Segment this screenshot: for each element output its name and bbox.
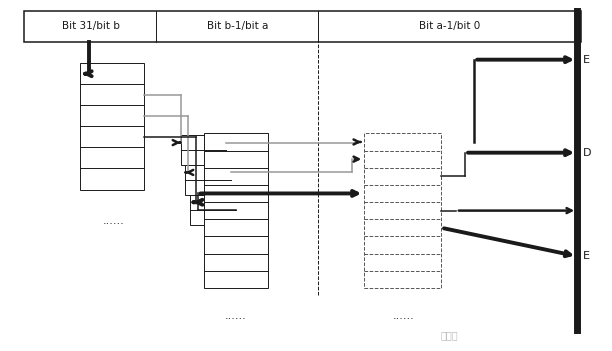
Bar <box>24 11 581 42</box>
Bar <box>80 63 144 190</box>
Text: Bit a-1/bit 0: Bit a-1/bit 0 <box>419 21 480 31</box>
Text: Bit b-1/bit a: Bit b-1/bit a <box>207 21 268 31</box>
Text: E: E <box>583 55 590 65</box>
Bar <box>204 133 268 288</box>
Text: ......: ...... <box>393 311 415 321</box>
Text: ......: ...... <box>225 311 247 321</box>
Bar <box>190 195 236 225</box>
Text: 亿速云: 亿速云 <box>441 331 458 340</box>
Text: ......: ...... <box>102 216 124 226</box>
Bar <box>364 133 441 288</box>
Bar <box>185 165 231 195</box>
Bar <box>181 135 226 165</box>
Text: D: D <box>583 148 592 158</box>
Text: Bit 31/bit b: Bit 31/bit b <box>62 21 119 31</box>
Text: E: E <box>583 251 590 261</box>
